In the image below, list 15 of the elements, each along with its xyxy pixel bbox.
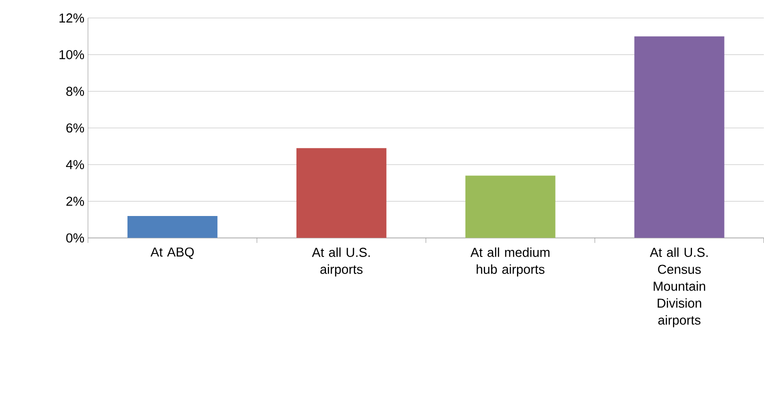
bar (296, 148, 386, 238)
bar (127, 216, 218, 238)
y-tick-label: 0% (66, 233, 84, 243)
y-tick-label: 8% (66, 86, 84, 96)
y-tick-label: 6% (66, 123, 84, 133)
y-tick-label: 10% (60, 50, 84, 60)
y-tick-label: 2% (66, 196, 84, 206)
x-tick-label: At all U.S. airports (312, 247, 370, 276)
x-tick-label: At all medium hub airports (470, 247, 550, 276)
bar (634, 36, 724, 238)
y-tick-label: 4% (66, 160, 84, 170)
x-tick-label: At ABQ (150, 247, 194, 259)
bar (465, 176, 556, 238)
y-tick-label: 12% (60, 13, 84, 23)
x-tick-label: At all U.S. Census Mountain Division airports (650, 247, 708, 328)
